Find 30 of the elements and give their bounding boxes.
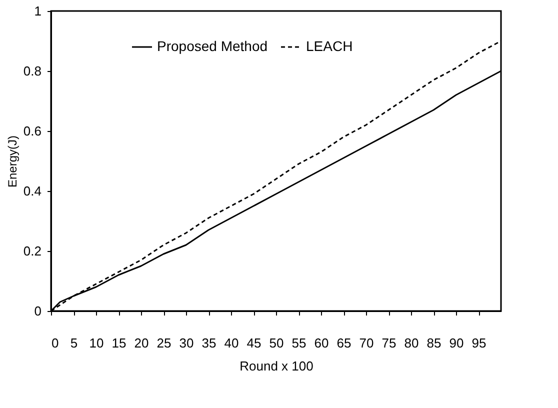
x-tick-label: 30 bbox=[179, 336, 194, 350]
x-tick-label: 35 bbox=[202, 336, 216, 350]
legend-label: LEACH bbox=[306, 38, 353, 54]
x-tick-label: 75 bbox=[382, 336, 396, 350]
x-tick-label: 25 bbox=[156, 336, 172, 350]
x-tick-label: 55 bbox=[292, 336, 306, 350]
y-tick-label: 0.6 bbox=[23, 124, 42, 138]
y-axis-title: Energy(J) bbox=[5, 135, 20, 188]
y-tick-label: 0 bbox=[34, 304, 42, 318]
x-tick-label: 90 bbox=[449, 336, 464, 350]
x-tick-label: 80 bbox=[404, 336, 419, 350]
legend-label: Proposed Method bbox=[157, 38, 268, 54]
y-tick-label: 0.2 bbox=[23, 244, 42, 258]
x-tick-label: 65 bbox=[336, 336, 352, 350]
x-tick-label: 85 bbox=[426, 336, 442, 350]
x-tick-label: 95 bbox=[472, 336, 486, 350]
x-tick-label: 60 bbox=[314, 336, 329, 350]
x-tick-label: 50 bbox=[269, 336, 284, 350]
x-tick-label: 20 bbox=[134, 336, 149, 350]
x-tick-label: 10 bbox=[89, 336, 104, 350]
x-tick-label: 70 bbox=[359, 336, 374, 350]
y-tick-label: 1 bbox=[34, 4, 42, 18]
x-tick-label: 45 bbox=[246, 336, 262, 350]
y-tick-label: 0.8 bbox=[23, 64, 42, 78]
x-tick-label: 40 bbox=[224, 336, 239, 350]
y-tick-label: 0.4 bbox=[23, 184, 42, 198]
x-tick-label: 0 bbox=[52, 336, 59, 350]
x-axis-title: Round x 100 bbox=[240, 358, 314, 374]
x-tick-label: 15 bbox=[112, 336, 126, 350]
x-tick-label: 5 bbox=[70, 336, 78, 350]
